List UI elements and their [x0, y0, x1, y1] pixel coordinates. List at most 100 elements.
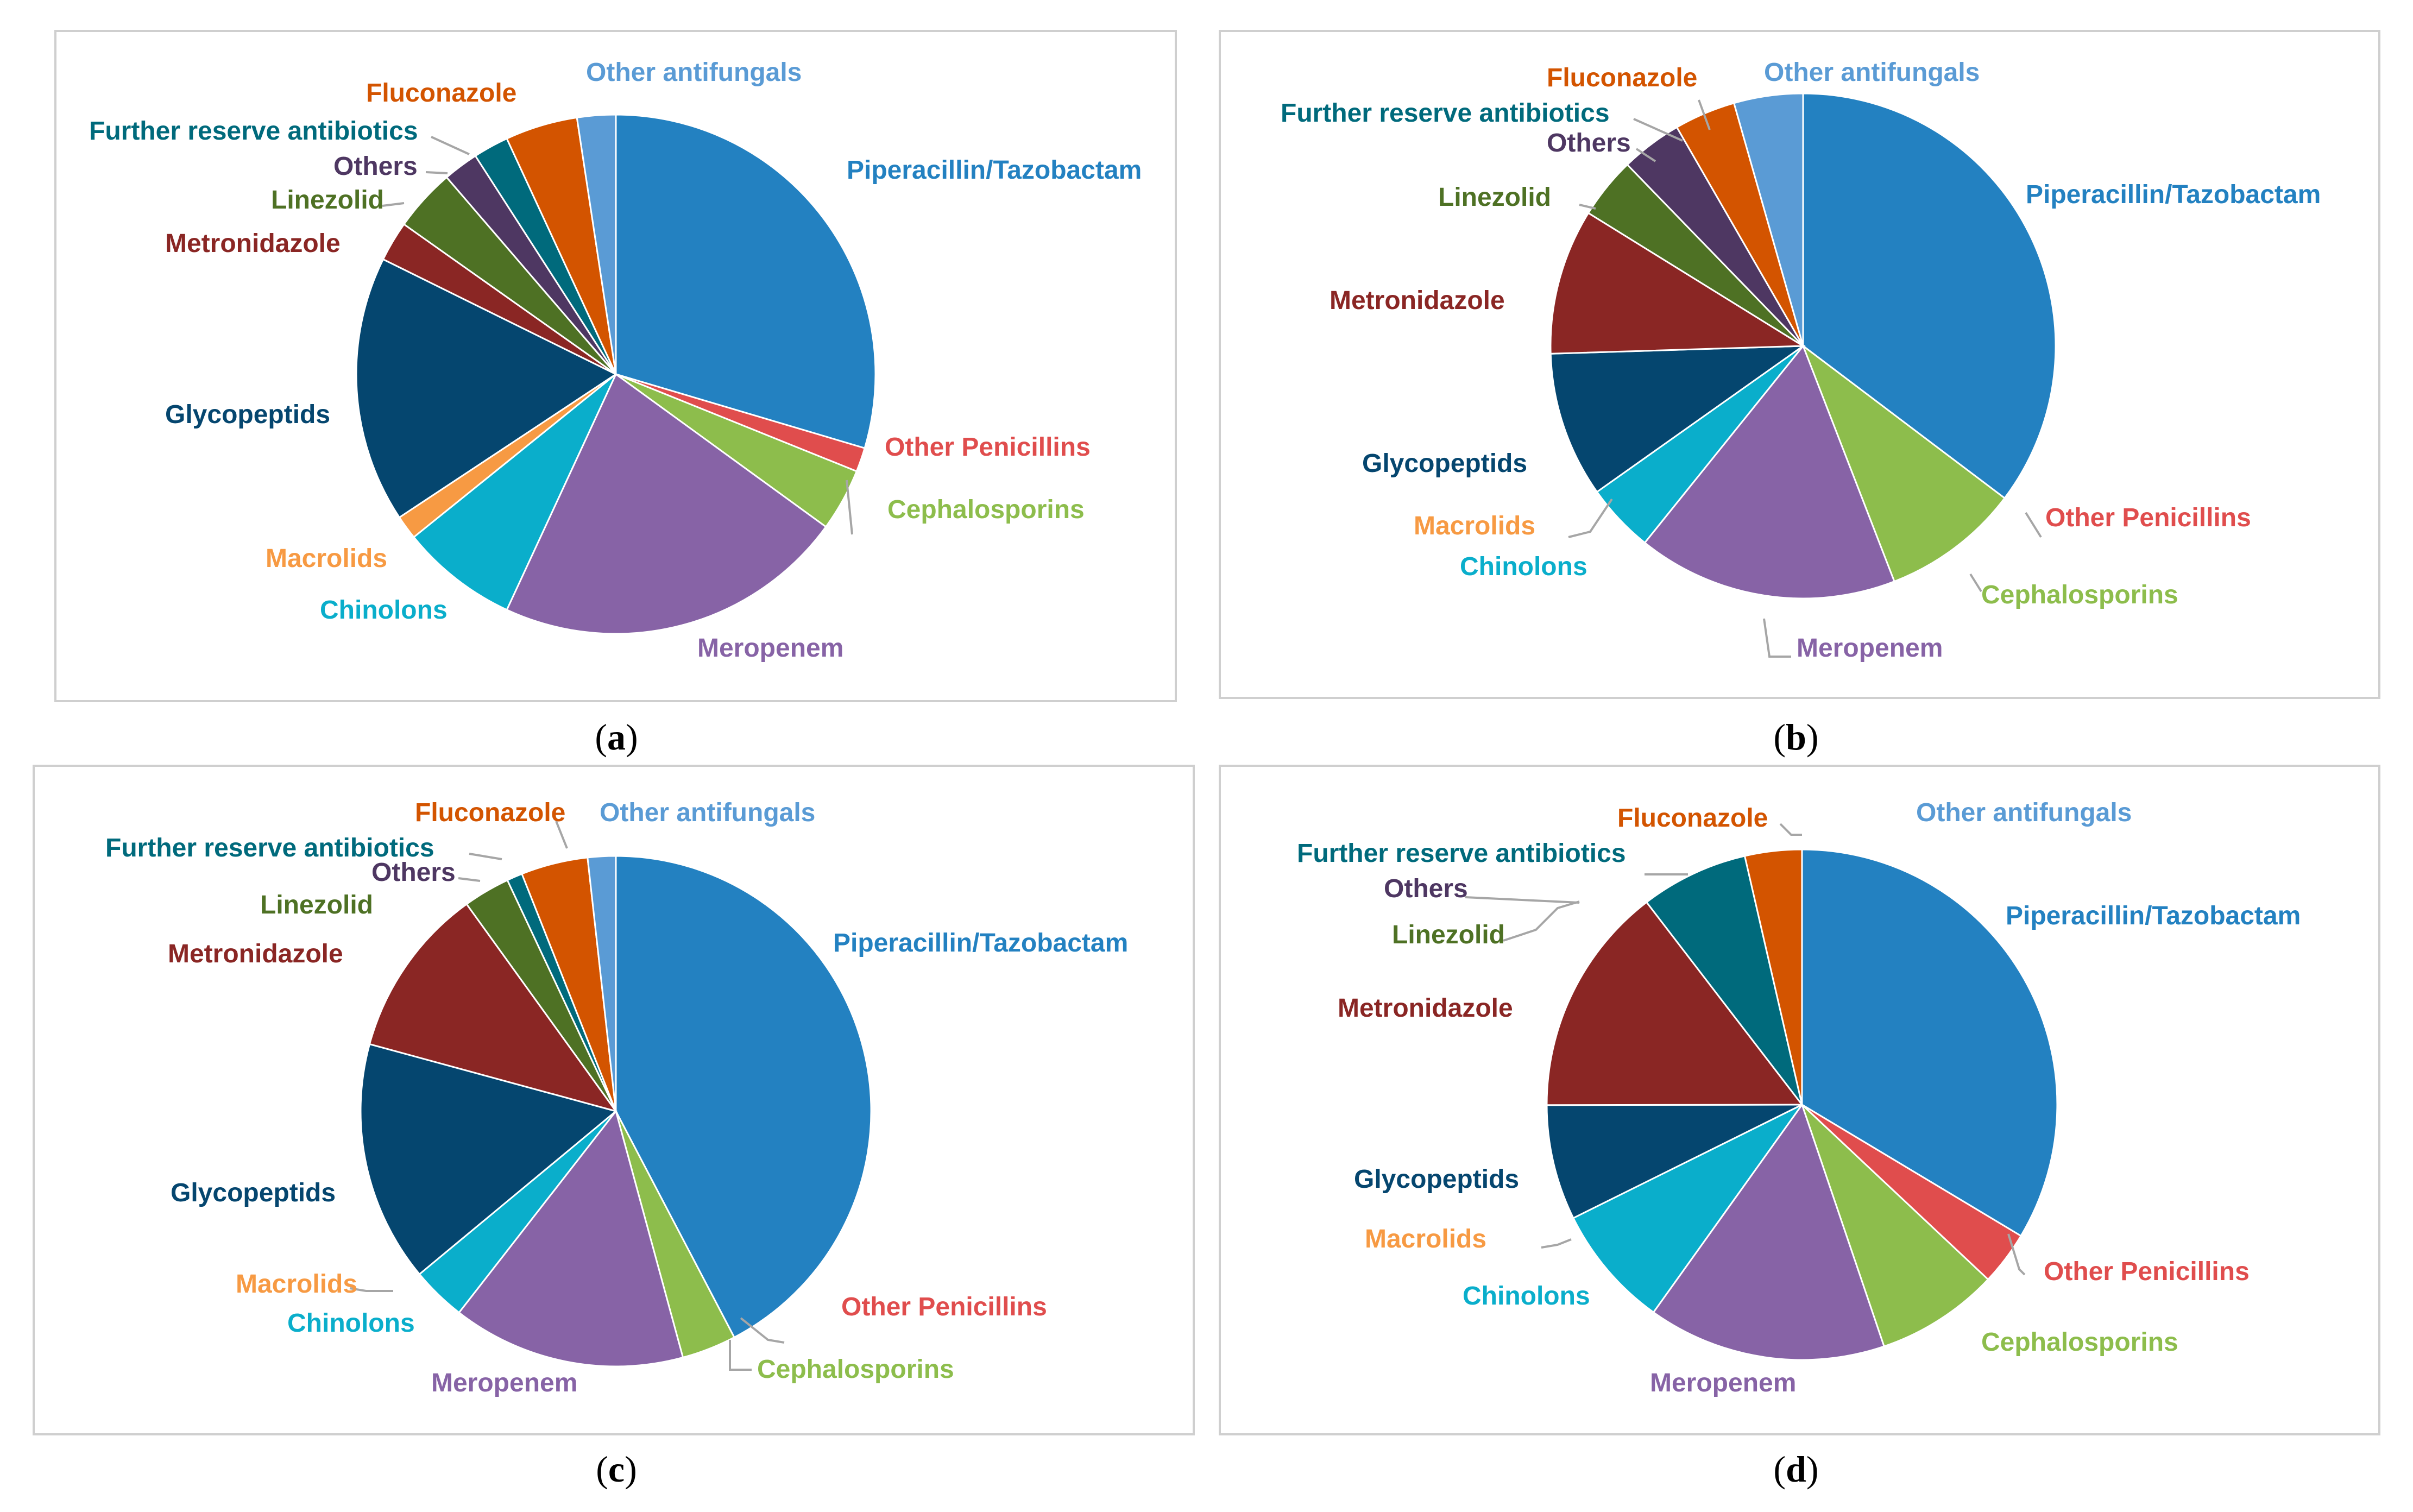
label-c-piperacillin-tazobactam: Piperacillin/Tazobactam	[833, 929, 1128, 957]
label-c-linezolid: Linezolid	[260, 891, 373, 919]
label-d-others: Others	[1384, 874, 1468, 903]
leader-c-other-penicillins	[740, 1317, 785, 1344]
label-d-meropenem: Meropenem	[1650, 1369, 1796, 1397]
label-c-fluconazole: Fluconazole	[415, 798, 565, 827]
slice-b-cephalosporins	[1801, 343, 2006, 583]
label-c-others: Others	[371, 858, 456, 887]
caption-d: (d)	[1773, 1448, 1819, 1490]
label-a-cephalosporins: Cephalosporins	[887, 495, 1085, 524]
leader-a-further-reserve-antibiotics	[431, 136, 470, 155]
slice-b-other-antifungals	[1732, 92, 1804, 346]
slice-b-piperacillin-tazobactam	[1802, 92, 2057, 500]
label-d-metronidazole: Metronidazole	[1338, 994, 1513, 1023]
pie-slices-c	[360, 855, 872, 1368]
slice-a-chinolons	[412, 373, 617, 611]
label-d-piperacillin-tazobactam: Piperacillin/Tazobactam	[2006, 902, 2301, 930]
label-a-others: Others	[333, 152, 418, 181]
leader-c-further-reserve-antibiotics	[469, 853, 502, 860]
label-b-meropenem: Meropenem	[1797, 634, 1943, 663]
leader-d-fluconazole	[1779, 823, 1802, 836]
pie-leaders-c	[349, 821, 785, 1371]
label-c-metronidazole: Metronidazole	[168, 940, 343, 968]
label-b-other-penicillins: Other Penicillins	[2045, 503, 2251, 532]
label-c-macrolids: Macrolids	[236, 1270, 357, 1299]
leader-b-fluconazole	[1698, 99, 1711, 130]
label-c-cephalosporins: Cephalosporins	[757, 1355, 954, 1384]
panel-d: Piperacillin/Tazobactam Other Penicillins…	[1219, 765, 2380, 1435]
leader-b-other-penicillins	[2025, 512, 2042, 538]
label-a-metronidazole: Metronidazole	[165, 229, 341, 258]
label-a-meropenem: Meropenem	[697, 634, 843, 663]
label-a-glycopeptids: Glycopeptids	[165, 400, 330, 429]
leader-a-cephalosporins	[846, 480, 853, 535]
leader-b-linezolid	[1579, 204, 1596, 210]
slice-b-glycopeptids	[1549, 345, 1806, 493]
panel-b: Piperacillin/Tazobactam Other Penicillins…	[1219, 30, 2380, 699]
label-a-other-antifungals: Other antifungals	[586, 58, 802, 87]
panel-a: Piperacillin/Tazobactam Other Penicillins…	[54, 30, 1177, 702]
label-b-fluconazole: Fluconazole	[1547, 64, 1697, 92]
leader-b-macrolids	[1568, 498, 1613, 538]
leader-b-meropenem	[1763, 618, 1791, 658]
panel-c: Piperacillin/Tazobactam Other Penicillins…	[33, 765, 1195, 1435]
slice-b-metronidazole	[1549, 212, 1806, 355]
slice-d-meropenem	[1652, 1102, 1886, 1361]
label-b-glycopeptids: Glycopeptids	[1362, 449, 1527, 478]
label-d-chinolons: Chinolons	[1463, 1282, 1590, 1311]
pie-slices-a	[355, 114, 877, 635]
leader-d-linezolid	[1503, 900, 1580, 942]
pie-labels-d: Piperacillin/Tazobactam Other Penicillins…	[1297, 798, 2301, 1397]
pie-labels-c: Piperacillin/Tazobactam Other Penicillins…	[105, 798, 1128, 1397]
leader-c-cephalosporins	[729, 1340, 752, 1371]
caption-a: (a)	[595, 716, 638, 758]
leader-d-others	[1465, 896, 1580, 904]
label-b-chinolons: Chinolons	[1460, 552, 1587, 581]
label-c-other-antifungals: Other antifungals	[600, 798, 815, 827]
label-a-linezolid: Linezolid	[271, 186, 384, 215]
label-a-further-reserve-antibiotics: Further reserve antibiotics	[89, 117, 418, 146]
label-d-glycopeptids: Glycopeptids	[1354, 1165, 1519, 1194]
label-b-piperacillin-tazobactam: Piperacillin/Tazobactam	[2026, 180, 2321, 209]
label-a-other-penicillins: Other Penicillins	[885, 433, 1091, 462]
slice-c-piperacillin-tazobactam	[615, 855, 872, 1339]
label-d-other-antifungals: Other antifungals	[1916, 798, 2132, 827]
slice-c-glycopeptids	[360, 1043, 618, 1276]
leader-a-linezolid	[382, 202, 405, 207]
pie-labels-b: Piperacillin/Tazobactam Other Penicillins…	[1281, 58, 2321, 663]
leader-d-macrolids	[1541, 1238, 1572, 1249]
slice-d-cephalosporins	[1801, 1104, 1989, 1347]
label-b-macrolids: Macrolids	[1414, 512, 1535, 540]
label-b-metronidazole: Metronidazole	[1330, 286, 1505, 315]
label-c-chinolons: Chinolons	[287, 1309, 415, 1338]
label-d-further-reserve-antibiotics: Further reserve antibiotics	[1297, 839, 1626, 868]
label-d-fluconazole: Fluconazole	[1617, 804, 1768, 833]
leader-c-fluconazole	[555, 821, 568, 849]
label-c-other-penicillins: Other Penicillins	[841, 1293, 1047, 1321]
pie-chart-a: Piperacillin/Tazobactam Other Penicillins…	[89, 58, 1142, 663]
pie-slices-b	[1549, 92, 2057, 600]
label-b-cephalosporins: Cephalosporins	[1981, 581, 2178, 609]
slice-d-further-reserve-antibiotics	[1645, 855, 1803, 1105]
slice-a-glycopeptids	[355, 258, 618, 519]
pie-slices-d	[1546, 848, 2058, 1361]
pie-labels-a: Piperacillin/Tazobactam Other Penicillins…	[89, 58, 1142, 663]
pie-leaders-d	[1465, 823, 2026, 1276]
slice-d-metronidazole	[1546, 901, 1804, 1106]
slice-c-metronidazole	[368, 903, 618, 1113]
caption-a-letter: a	[607, 716, 626, 758]
pie-chart-b: Piperacillin/Tazobactam Other Penicillins…	[1281, 58, 2321, 663]
slice-d-glycopeptids	[1546, 1104, 1803, 1219]
label-b-linezolid: Linezolid	[1438, 183, 1551, 212]
label-d-macrolids: Macrolids	[1365, 1225, 1486, 1253]
pie-leaders-a	[382, 136, 853, 535]
label-a-macrolids: Macrolids	[266, 544, 387, 573]
slice-b-meropenem	[1643, 344, 1895, 600]
slice-d-chinolons	[1572, 1104, 1803, 1314]
caption-b-letter: b	[1786, 716, 1806, 758]
label-b-others: Others	[1547, 129, 1631, 158]
slice-c-meropenem	[458, 1109, 684, 1368]
pie-chart-d: Piperacillin/Tazobactam Other Penicillins…	[1297, 798, 2301, 1397]
label-a-fluconazole: Fluconazole	[366, 79, 516, 108]
slice-a-other-antifungals	[576, 114, 617, 375]
label-c-meropenem: Meropenem	[431, 1369, 577, 1397]
